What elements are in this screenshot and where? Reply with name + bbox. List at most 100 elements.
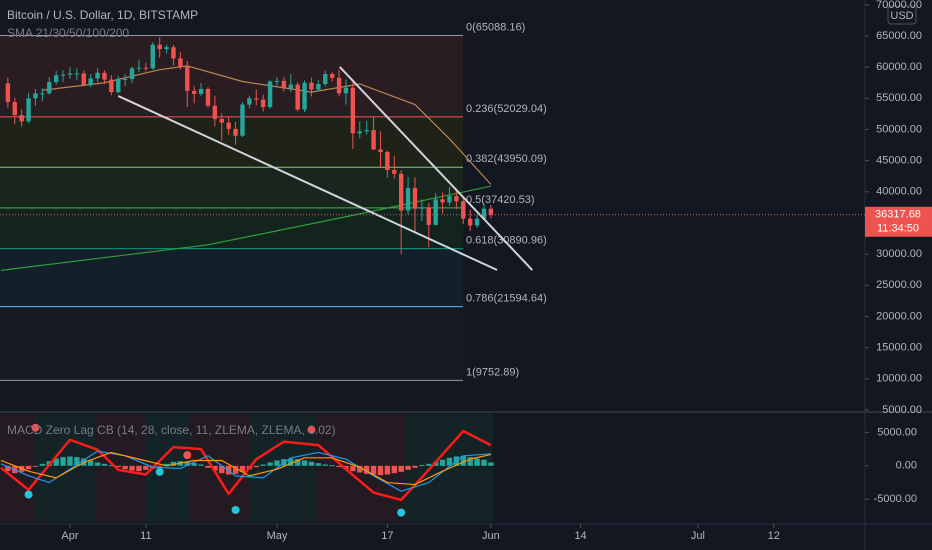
histogram-bar <box>25 465 32 470</box>
candle-body <box>329 74 335 78</box>
candle-body <box>67 73 73 75</box>
candle-body <box>136 67 142 69</box>
candle-body <box>254 98 259 100</box>
candle-body <box>302 82 307 110</box>
y-tick-label: 0.00 <box>896 460 917 472</box>
trendline <box>117 95 498 271</box>
candle-body <box>474 218 480 226</box>
signal-dot <box>31 423 40 432</box>
histogram-bar <box>467 457 473 466</box>
histogram-bar <box>232 465 239 474</box>
histogram-bar <box>343 465 349 470</box>
fib-label: 1(9752.89) <box>466 366 519 378</box>
histogram-bar <box>357 465 363 473</box>
candle-body <box>219 118 224 123</box>
candle-body <box>74 73 80 75</box>
candle-body <box>122 79 128 81</box>
candle-body <box>295 84 300 110</box>
histogram-bar <box>5 465 11 472</box>
histogram-bar <box>370 465 377 475</box>
candle-body <box>109 79 114 93</box>
candle-body <box>309 82 314 90</box>
histogram-bar <box>156 465 163 467</box>
y-tick-label: 45000.00 <box>876 155 922 167</box>
y-tick-label: 40000.00 <box>876 186 922 198</box>
candle-body <box>212 105 218 119</box>
histogram-bar <box>260 464 266 466</box>
histogram-bar <box>315 463 322 466</box>
histogram-bar <box>308 461 315 466</box>
x-tick-label: Apr <box>61 530 78 542</box>
histogram-bar <box>412 465 418 468</box>
candle-body <box>260 99 266 108</box>
shade <box>35 414 95 522</box>
candle-body <box>343 87 349 94</box>
y-tick-label: 15000.00 <box>876 342 922 354</box>
candle-body <box>40 93 45 95</box>
candle-body <box>19 115 24 122</box>
histogram-bar <box>460 455 466 466</box>
y-tick-label: 65000.00 <box>876 30 922 42</box>
candle-body <box>81 73 86 86</box>
candle-body <box>129 68 135 80</box>
histogram-bar <box>67 456 73 466</box>
histogram-bar <box>377 465 384 476</box>
candle-body <box>288 84 293 89</box>
histogram-bar <box>53 458 59 466</box>
candle-body <box>323 74 328 84</box>
fib-label: 0.786(21594.64) <box>466 292 547 304</box>
candle-body <box>157 44 162 50</box>
fib-zone <box>0 35 463 117</box>
x-tick-label: Jun <box>482 530 500 542</box>
indicator-title: MACD Zero Lag CB (14, 28, close, 11, ZLE… <box>7 423 336 437</box>
signal-dot <box>397 508 406 517</box>
candle-body <box>26 98 31 122</box>
fib-label: 0.618(30890.96) <box>466 235 547 247</box>
x-tick-label: 11 <box>140 530 151 542</box>
candle-body <box>412 188 418 209</box>
histogram-bar <box>129 465 135 471</box>
histogram-bar <box>474 458 480 466</box>
candle-body <box>378 149 383 152</box>
y-tick-label: 20000.00 <box>876 310 922 322</box>
fib-label: 0.236(52029.04) <box>466 103 547 115</box>
histogram-bar <box>101 463 108 466</box>
candle-body <box>274 80 280 82</box>
candle-body <box>336 77 342 94</box>
histogram-bar <box>405 465 411 470</box>
histogram-bar <box>184 461 190 466</box>
candle-body <box>385 151 390 171</box>
histogram-bar <box>322 464 328 466</box>
fib-zone <box>0 167 463 208</box>
histogram-bar <box>274 460 280 466</box>
y-tick-label: 60000.00 <box>876 61 922 73</box>
y-tick-label: 30000.00 <box>876 248 922 260</box>
histogram-bar <box>219 465 225 474</box>
candle-body <box>433 199 438 225</box>
histogram-bar <box>253 465 259 468</box>
fib-label: 0.382(43950.09) <box>466 153 547 165</box>
y-tick-label: -5000.00 <box>874 493 917 505</box>
signal-dot <box>231 505 240 514</box>
last-price-box <box>865 206 932 237</box>
candle-body <box>178 58 183 67</box>
y-tick-label: 25000.00 <box>876 279 922 291</box>
candle-body <box>185 66 190 91</box>
macd-line <box>0 450 491 492</box>
histogram-bar <box>391 465 397 474</box>
y-tick-label: 70000.00 <box>876 0 922 11</box>
x-tick-label: Jul <box>691 530 705 542</box>
candle-body <box>350 87 356 134</box>
y-tick-label: 5000.00 <box>877 426 917 438</box>
histogram-bar <box>136 465 142 472</box>
last-price: 36317.68 <box>875 209 921 221</box>
candle-body <box>47 82 52 94</box>
candle-body <box>143 67 149 69</box>
histogram-bar <box>198 464 204 466</box>
histogram-bar <box>439 459 446 466</box>
histogram-bar <box>170 461 177 466</box>
candle-body <box>405 188 411 211</box>
candle-body <box>364 130 369 132</box>
countdown: 11:34:50 <box>877 223 919 235</box>
currency-box[interactable] <box>887 5 917 25</box>
